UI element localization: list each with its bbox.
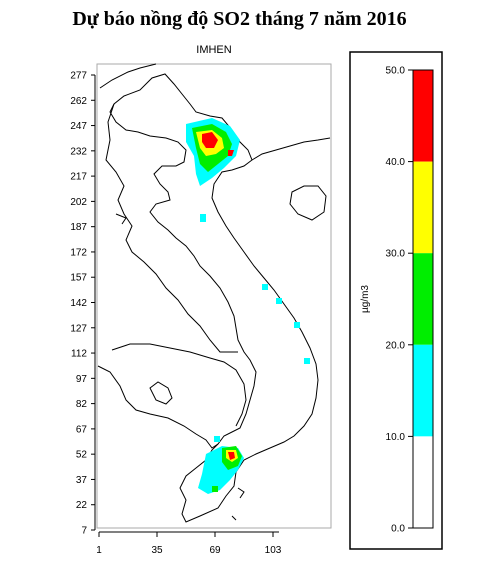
y-tick-label: 52: [76, 450, 88, 461]
so2-cell-3: [276, 298, 282, 304]
y-tick-label: 37: [76, 475, 88, 486]
legend-tick-label: 10.0: [386, 432, 406, 443]
so2-field-north-red-2: [228, 150, 234, 156]
legend-band: [413, 436, 433, 528]
legend-tick-label: 30.0: [386, 249, 406, 260]
legend-unit-label: µg/m3: [360, 285, 371, 313]
x-tick-label: 103: [265, 545, 282, 556]
so2-field-north-red: [202, 132, 218, 148]
x-axis: 1 35 69 103: [96, 531, 282, 556]
y-tick-label: 232: [70, 146, 87, 157]
y-tick-label: 202: [70, 197, 87, 208]
lake-outline: [149, 381, 173, 405]
legend-bar-outline: [412, 69, 434, 529]
china-border: [99, 63, 157, 89]
y-axis: 277 262 247 232 217 202 187 172 157 142 127 112 97 82…: [70, 71, 96, 537]
y-tick-label: 217: [70, 172, 87, 183]
vietnam-outline: [109, 73, 319, 523]
hainan-outline: [289, 185, 327, 221]
y-tick-label: 172: [70, 247, 87, 258]
map-subtitle: IMHEN: [196, 44, 232, 56]
legend-band: [413, 253, 433, 345]
y-tick-label: 157: [70, 273, 87, 284]
y-tick-label: 7: [81, 526, 87, 537]
island-fragment-3: [231, 515, 237, 521]
country-outlines: [97, 63, 331, 523]
so2-cell-5: [304, 358, 310, 364]
legend-tick-label: 50.0: [386, 66, 406, 77]
china-coast: [251, 137, 331, 161]
so2-cell-7: [212, 486, 218, 492]
so2-cell-2: [262, 284, 268, 290]
so2-cell-6: [214, 436, 220, 442]
so2-cell-4: [294, 322, 300, 328]
laos-border: [105, 103, 238, 353]
thailand-border: [97, 365, 219, 449]
y-tick-label: 67: [76, 424, 88, 435]
so2-cell-1: [200, 214, 206, 222]
y-tick-label: 82: [76, 399, 88, 410]
y-tick-label: 127: [70, 323, 87, 334]
map-plot-frame: [96, 63, 332, 529]
y-tick-label: 22: [76, 500, 88, 511]
y-tick-label: 142: [70, 298, 87, 309]
map-title: Dự báo nồng độ SO2 tháng 7 năm 2016: [72, 8, 407, 30]
y-tick-label: 247: [70, 121, 87, 132]
legend-color-bar: [413, 70, 433, 528]
so2-field-south-red: [228, 452, 235, 460]
x-tick-label: 35: [151, 545, 163, 556]
legend-ticks: 50.0 40.0 30.0 20.0 10.0 0.0: [386, 66, 413, 535]
legend-frame: [349, 51, 443, 550]
so2-concentration-field: [186, 118, 310, 494]
legend-band: [413, 161, 433, 254]
x-tick-label: 1: [96, 545, 102, 556]
legend-band: [413, 344, 433, 437]
legend-tick-label: 20.0: [386, 340, 406, 351]
y-tick-label: 97: [76, 374, 88, 385]
legend-tick-label: 0.0: [391, 524, 405, 535]
x-tick-label: 69: [209, 545, 221, 556]
legend-tick-label: 40.0: [386, 157, 406, 168]
cambodia-border: [111, 343, 247, 427]
island-fragment-2: [237, 487, 245, 499]
y-tick-label: 277: [70, 71, 87, 82]
island-fragment-1: [115, 213, 127, 225]
y-tick-label: 187: [70, 222, 87, 233]
y-tick-label: 112: [71, 349, 87, 360]
legend-band: [413, 70, 433, 162]
y-tick-label: 262: [70, 96, 87, 107]
